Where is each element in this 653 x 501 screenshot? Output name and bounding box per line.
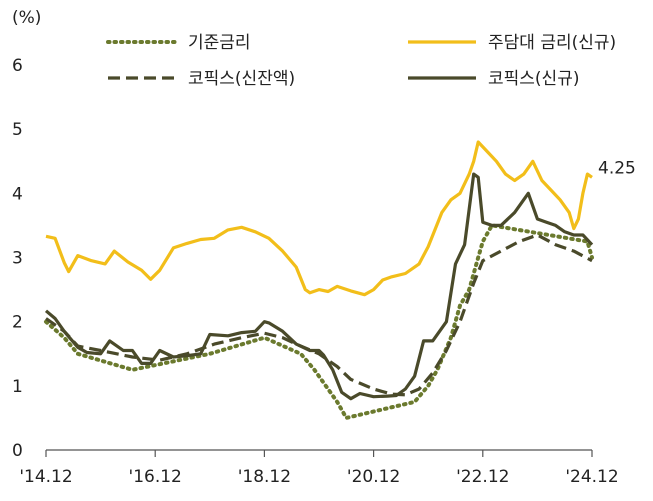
- y-tick-label: 6: [12, 56, 23, 76]
- legend-label-0: 기준금리: [188, 33, 251, 53]
- last-value-label: 4.25: [598, 158, 636, 178]
- legend-label-3: 코픽스(신규): [488, 69, 579, 89]
- y-tick-label: 4: [12, 184, 23, 204]
- y-tick-label: 2: [12, 313, 23, 333]
- y-tick-label: 5: [12, 120, 23, 140]
- x-tick-label: '24.12: [565, 467, 618, 487]
- legend-label-2: 코픽스(신잔액): [188, 69, 295, 89]
- x-tick-label: '16.12: [129, 467, 182, 487]
- series-line-2: [45, 233, 593, 397]
- legend: 기준금리 주담대 금리(신규) 코픽스(신잔액) 코픽스(신규): [106, 33, 616, 89]
- x-axis: '14.12 '16.12 '18.12 '20.12 '22.12 '24.12: [19, 449, 619, 487]
- x-tick-label: '22.12: [456, 467, 509, 487]
- series-line-1: [45, 140, 593, 297]
- series-line-3: [44, 172, 594, 401]
- x-tick-label: '18.12: [238, 467, 291, 487]
- y-tick-label: 1: [12, 377, 23, 397]
- y-tick-label: 0: [12, 441, 23, 461]
- x-tick-label: '20.12: [347, 467, 400, 487]
- x-tick-label: '14.12: [19, 467, 72, 487]
- y-axis-unit-label: (%): [12, 8, 41, 28]
- series-line-0: [44, 223, 594, 420]
- y-axis: 0 1 2 3 4 5 6: [12, 56, 23, 461]
- legend-label-1: 주담대 금리(신규): [488, 33, 616, 53]
- series-layer: [44, 140, 594, 420]
- y-tick-label: 3: [12, 249, 23, 269]
